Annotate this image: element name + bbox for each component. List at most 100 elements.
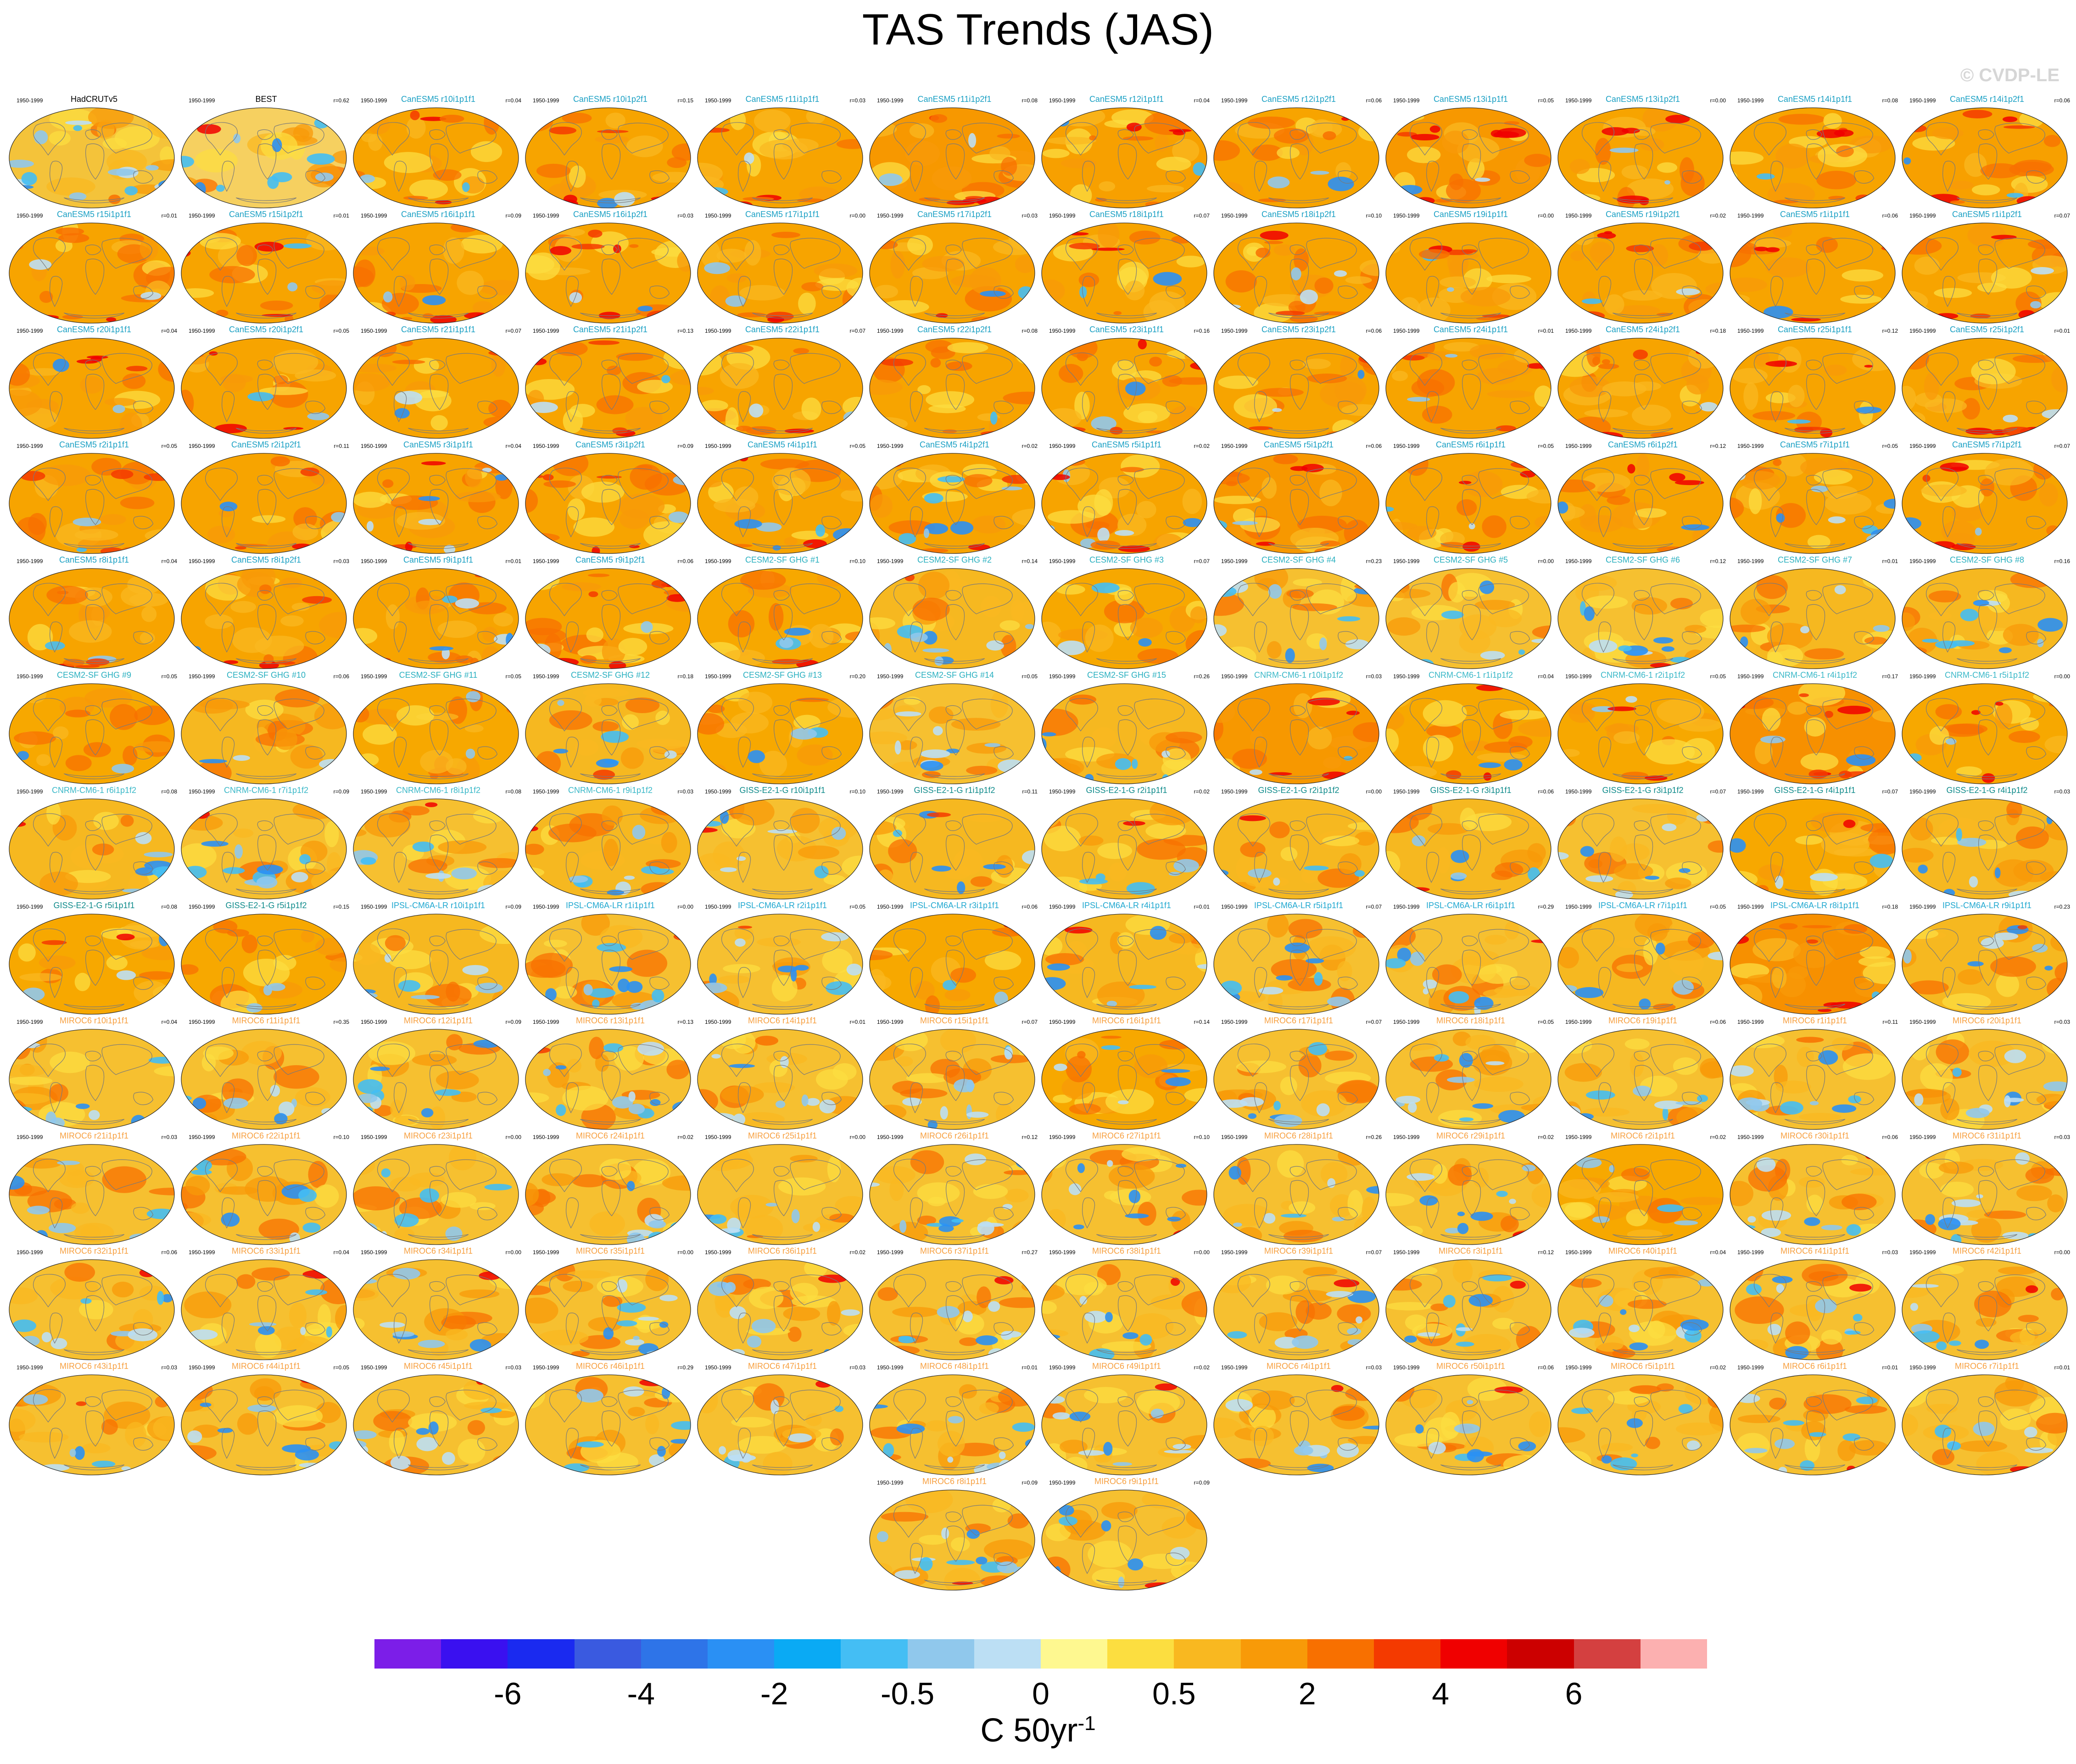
coastline: [446, 583, 497, 614]
warm-anomaly: [606, 365, 621, 375]
coastline: [737, 276, 751, 307]
cool-anomaly: [670, 1222, 685, 1237]
coastline: [1634, 129, 1650, 140]
panel-title: CanESM5 r16i1p2f1: [573, 210, 648, 219]
cvdp-watermark: © CVDP-LE: [1960, 65, 2059, 85]
cool-anomaly: [381, 1238, 395, 1243]
coastline: [580, 1349, 641, 1355]
hot-anomaly: [58, 233, 89, 243]
panel-period: 1950-1999: [1909, 673, 1936, 680]
warm-anomaly: [1730, 277, 1767, 292]
warm-anomaly: [245, 699, 284, 720]
coastline: [601, 1050, 618, 1061]
warm-anomaly: [1914, 257, 1940, 275]
globe-border: [869, 107, 1035, 208]
hot-anomaly: [384, 312, 396, 317]
coastline: [1634, 1065, 1653, 1101]
globe-border: [181, 914, 347, 1015]
warm-anomaly: [757, 937, 801, 947]
coastline: [924, 888, 985, 894]
hot-anomaly: [1847, 780, 1868, 784]
coastline: [1854, 1322, 1875, 1335]
hot-anomaly: [1145, 201, 1162, 207]
warm-anomaly: [1842, 1053, 1893, 1080]
coastline: [821, 746, 842, 759]
warm-anomaly: [1386, 1193, 1415, 1206]
coastline: [752, 543, 813, 549]
coastline: [2026, 746, 2047, 759]
map-panel: 1950-1999 CanESM5 r14i1p2f1 r=0.06: [1901, 95, 2073, 214]
panel-title: CESM2-SF GHG #11: [399, 670, 478, 680]
cool-anomaly: [1558, 852, 1569, 860]
warm-anomaly: [1001, 156, 1017, 176]
coastline: [85, 1295, 105, 1332]
warm-anomaly: [1823, 113, 1842, 129]
warm-anomaly: [1948, 180, 1974, 190]
panel-correlation: r=0.01: [1538, 328, 1554, 334]
hot-anomaly: [1352, 1121, 1378, 1124]
cool-anomaly: [711, 1054, 721, 1059]
cool-anomaly: [181, 123, 196, 128]
coastline: [601, 374, 621, 410]
coastline: [33, 928, 66, 962]
coastline: [477, 746, 498, 759]
map-panel: 1950-1999 CanESM5 r23i1p2f1 r=0.06: [1213, 325, 1384, 444]
coastline: [1338, 1092, 1358, 1105]
panel-title: CanESM5 r2i1p1f1: [59, 440, 129, 449]
warm-anomaly: [133, 1309, 153, 1330]
map-panel: 1950-1999 MIROC6 r26i1p1f1 r=0.12: [869, 1131, 1040, 1250]
cool-anomaly: [1125, 381, 1146, 396]
warm-anomaly: [1863, 962, 1895, 984]
globe-map: [697, 1259, 863, 1360]
cool-anomaly: [1197, 964, 1207, 969]
panel-correlation: r=0.02: [1194, 788, 1210, 795]
cool-anomaly: [922, 648, 949, 653]
coastline: [205, 698, 238, 731]
warm-anomaly: [1648, 244, 1669, 267]
globe-map: [9, 1029, 175, 1130]
coastline: [893, 468, 926, 501]
cool-anomaly: [751, 1319, 776, 1334]
globe-border: [353, 1259, 519, 1360]
warm-anomaly: [1822, 486, 1858, 499]
coastline: [1634, 143, 1653, 180]
warm-anomaly: [1292, 603, 1337, 611]
warm-anomaly: [1642, 107, 1679, 132]
cool-anomaly: [1654, 1100, 1683, 1110]
warm-anomaly: [182, 424, 198, 434]
cool-anomaly: [1828, 516, 1846, 524]
coastline: [601, 604, 621, 641]
hot-anomaly: [1744, 546, 1765, 554]
map-panel: 1950-1999 CanESM5 r13i1p2f1 r=0.00: [1557, 95, 1729, 214]
cool-anomaly: [597, 943, 626, 952]
warm-anomaly: [1534, 385, 1551, 407]
coastline: [821, 1207, 842, 1220]
warm-anomaly: [1286, 589, 1314, 598]
globe-border: [1385, 914, 1551, 1015]
coastline: [85, 949, 105, 986]
panel-period: 1950-1999: [189, 673, 215, 680]
coastline: [1254, 967, 1267, 999]
warm-anomaly: [723, 964, 760, 973]
coastline: [1478, 583, 1529, 614]
coastline: [1462, 935, 1478, 946]
panel-title: CNRM-CM6-1 r9i1p1f2: [568, 786, 653, 795]
warm-anomaly: [1622, 290, 1663, 301]
warm-anomaly: [1423, 700, 1467, 727]
panel-correlation: r=0.00: [1538, 212, 1554, 219]
coastline: [377, 928, 410, 962]
warm-anomaly: [618, 637, 647, 656]
map-panel: 1950-1999 MIROC6 r36i1p1f1 r=0.02: [697, 1246, 868, 1366]
warm-anomaly: [1467, 158, 1485, 179]
cool-anomaly: [1496, 1190, 1508, 1197]
coastline: [429, 258, 449, 295]
coastline: [1237, 237, 1270, 271]
globe-map: [1557, 798, 1724, 899]
warm-anomaly: [353, 491, 388, 508]
coastline: [477, 977, 498, 990]
warm-anomaly: [1500, 710, 1547, 720]
globe-map: [1730, 453, 1896, 554]
warm-anomaly: [1056, 107, 1105, 127]
cool-anomaly: [938, 1225, 954, 1232]
panel-title: CanESM5 r6i1p2f1: [1607, 440, 1678, 449]
